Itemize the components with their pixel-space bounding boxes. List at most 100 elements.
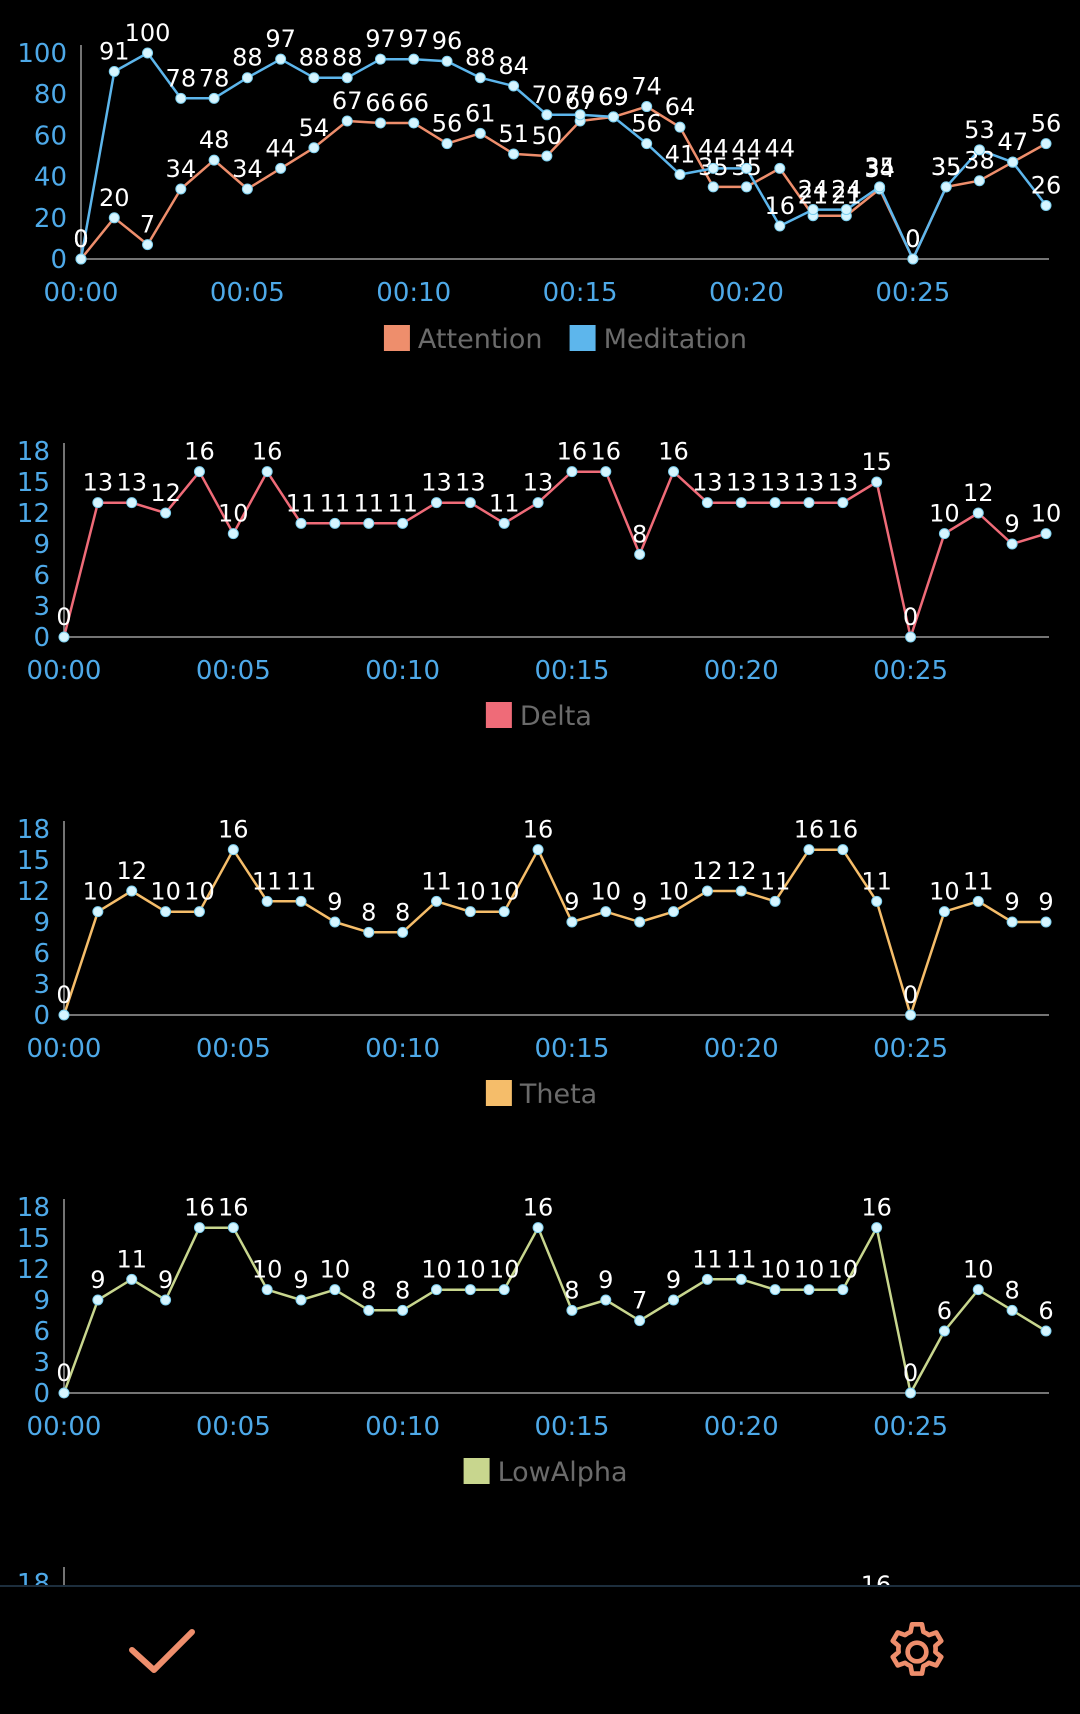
data-label: 0	[905, 225, 920, 253]
data-label: 97	[398, 25, 429, 53]
legend-label-delta: Delta	[520, 701, 592, 732]
data-label: 0	[903, 1359, 918, 1387]
data-label: 35	[864, 153, 895, 181]
data-label: 64	[665, 93, 696, 121]
confirm-button[interactable]	[117, 1607, 207, 1697]
data-label: 10	[455, 1256, 486, 1284]
data-point	[837, 1284, 849, 1296]
x-tick-label: 00:15	[534, 1412, 609, 1442]
settings-button[interactable]	[872, 1607, 962, 1697]
data-point	[126, 1273, 138, 1285]
data-point	[363, 1304, 375, 1316]
data-point	[668, 1294, 680, 1306]
data-point	[938, 528, 950, 540]
data-point	[735, 497, 747, 509]
data-point	[871, 895, 883, 907]
data-point	[329, 517, 341, 529]
data-point	[508, 80, 520, 92]
data-point	[600, 906, 612, 918]
x-tick-label: 00:20	[704, 1034, 779, 1064]
data-point	[634, 916, 646, 928]
data-label: 12	[150, 479, 181, 507]
data-point	[363, 926, 375, 938]
data-point	[464, 1284, 476, 1296]
y-tick-label: 3	[33, 592, 50, 622]
y-tick-label: 9	[33, 530, 50, 560]
data-label: 8	[395, 898, 410, 926]
data-point	[600, 466, 612, 478]
data-label: 8	[361, 898, 376, 926]
data-point	[374, 53, 386, 65]
data-point	[774, 162, 786, 174]
data-label: 10	[184, 878, 215, 906]
legend-swatch-theta	[485, 1080, 512, 1106]
data-point	[408, 117, 420, 129]
data-label: 47	[997, 128, 1028, 156]
data-label: 8	[395, 1276, 410, 1304]
data-point	[341, 72, 353, 84]
data-label: 9	[1004, 888, 1019, 916]
x-tick-label: 00:05	[196, 1034, 271, 1064]
data-point	[175, 183, 187, 195]
data-point	[938, 1325, 950, 1337]
data-point	[674, 121, 686, 133]
data-label: 9	[327, 888, 342, 916]
data-point	[735, 885, 747, 897]
data-label: 11	[387, 489, 418, 517]
data-point	[193, 466, 205, 478]
data-point	[803, 1284, 815, 1296]
data-point	[275, 162, 287, 174]
data-label: 16	[794, 816, 825, 844]
y-tick-label: 40	[34, 163, 67, 193]
data-point	[241, 72, 253, 84]
x-tick-label: 00:10	[365, 656, 440, 686]
data-label: 7	[140, 211, 155, 239]
data-point	[498, 906, 510, 918]
data-point	[1040, 1325, 1052, 1337]
data-point	[408, 53, 420, 65]
data-point	[92, 497, 104, 509]
data-label: 10	[252, 1256, 283, 1284]
data-point	[741, 181, 753, 193]
data-point	[600, 1294, 612, 1306]
data-label: 16	[658, 438, 689, 466]
data-label: 10	[489, 878, 520, 906]
data-label: 41	[665, 141, 696, 169]
x-tick-label: 00:05	[196, 656, 271, 686]
x-tick-label: 00:20	[709, 278, 784, 308]
data-label: 16	[184, 1194, 215, 1222]
data-point	[430, 895, 442, 907]
data-label: 100	[125, 19, 171, 47]
data-point	[871, 476, 883, 488]
data-label: 96	[432, 27, 463, 55]
x-tick-label: 00:10	[376, 278, 451, 308]
data-point	[735, 1273, 747, 1285]
data-point	[641, 138, 653, 150]
data-label: 13	[421, 469, 452, 497]
data-label: 13	[83, 469, 114, 497]
x-tick-label: 00:15	[534, 1034, 609, 1064]
data-point	[807, 204, 819, 216]
data-label: 9	[632, 888, 647, 916]
data-label: 9	[1038, 888, 1053, 916]
data-label: 13	[760, 469, 791, 497]
data-point	[1040, 138, 1052, 150]
data-label: 11	[252, 867, 283, 895]
data-label: 8	[564, 1276, 579, 1304]
data-point	[972, 895, 984, 907]
data-point	[1040, 528, 1052, 540]
x-tick-label: 00:10	[365, 1034, 440, 1064]
data-point	[634, 548, 646, 560]
legend-label-lowalpha: LowAlpha	[498, 1457, 628, 1488]
data-point	[108, 66, 120, 78]
x-tick-label: 00:00	[27, 656, 102, 686]
data-label: 9	[90, 1266, 105, 1294]
data-label: 69	[598, 83, 629, 111]
series-line-meditation	[79, 51, 1047, 261]
y-tick-label: 0	[33, 1379, 50, 1409]
data-label: 11	[963, 867, 994, 895]
data-label: 9	[564, 888, 579, 916]
data-label: 0	[903, 603, 918, 631]
data-label: 9	[666, 1266, 681, 1294]
data-label: 0	[56, 981, 71, 1009]
